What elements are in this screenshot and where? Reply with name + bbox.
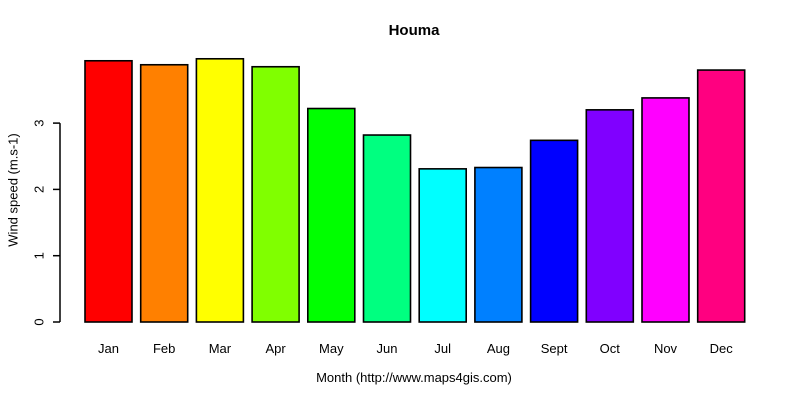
bar-apr: [251, 65, 300, 323]
x-tick-label-jan: Jan: [98, 341, 119, 356]
bar-nov: [641, 97, 690, 323]
bar-aug: [474, 166, 523, 323]
x-tick-label-sept: Sept: [541, 341, 568, 356]
x-tick-label-dec: Dec: [710, 341, 734, 356]
x-tick-label-jun: Jun: [377, 341, 398, 356]
bar-mar: [195, 57, 245, 323]
y-tick-label-2: 2: [31, 186, 46, 193]
x-axis-label: Month (http://www.maps4gis.com): [316, 370, 512, 385]
x-tick-label-nov: Nov: [654, 341, 678, 356]
x-tick-label-apr: Apr: [265, 341, 286, 356]
bar-sept: [529, 139, 579, 323]
y-tick-label-1: 1: [31, 252, 46, 259]
y-tick-label-3: 3: [31, 119, 46, 126]
bar-dec: [696, 69, 746, 323]
x-tick-label-aug: Aug: [487, 341, 510, 356]
x-tick-label-oct: Oct: [600, 341, 621, 356]
chart-title: Houma: [388, 22, 440, 39]
bar-oct: [585, 109, 635, 323]
y-tick-label-0: 0: [31, 318, 46, 325]
bar-jul: [418, 168, 468, 323]
x-tick-label-may: May: [319, 341, 344, 356]
x-tick-label-jul: Jul: [434, 341, 451, 356]
x-tick-label-mar: Mar: [209, 341, 232, 356]
bar-feb: [139, 63, 189, 323]
bar-jun: [362, 134, 412, 323]
bar-may: [306, 107, 356, 323]
x-tick-label-feb: Feb: [153, 341, 175, 356]
bar-jan: [84, 59, 133, 323]
